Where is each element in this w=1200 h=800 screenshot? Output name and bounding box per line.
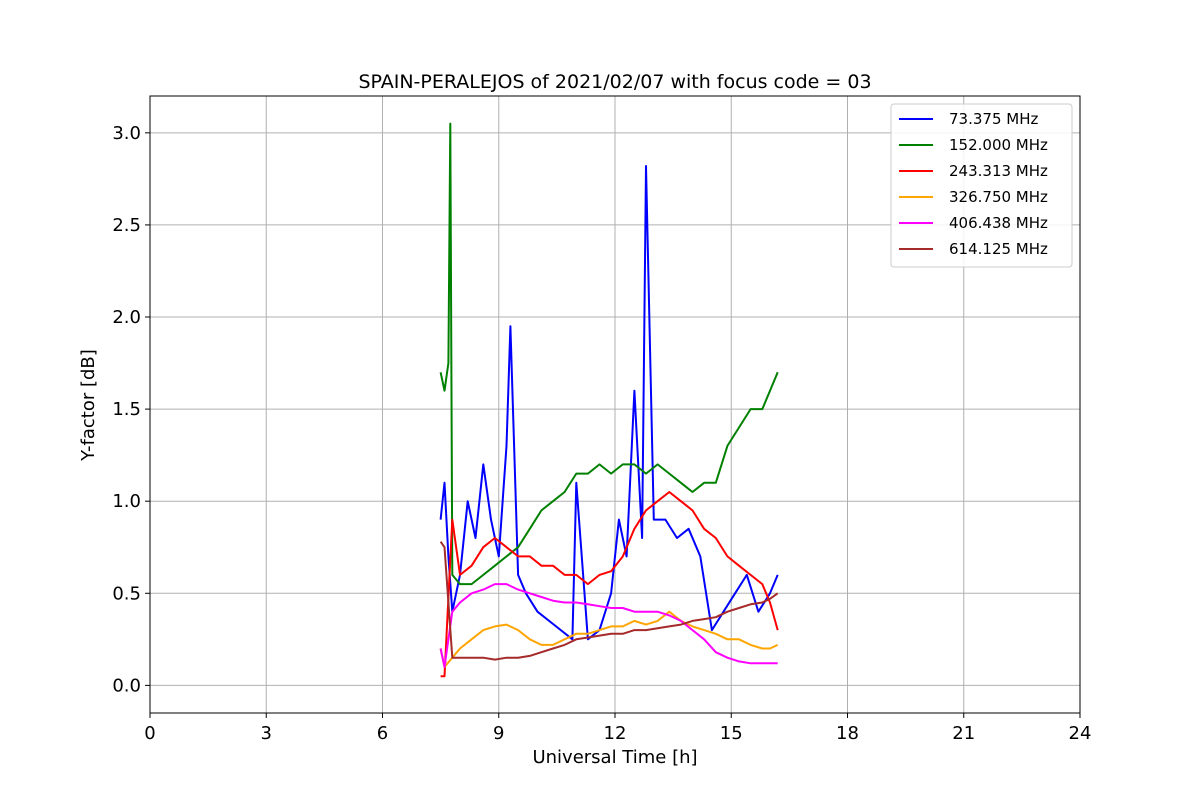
y-axis-label: Y-factor [dB]	[78, 349, 99, 462]
legend-box	[890, 103, 1073, 268]
series-line-3	[439, 610, 779, 668]
y-tick-label: 1.5	[112, 399, 141, 420]
x-tick-label: 12	[604, 723, 627, 744]
legend-label: 326.750 MHz	[949, 188, 1048, 206]
series-line-5	[439, 541, 779, 661]
x-tick-label: 24	[1069, 723, 1092, 744]
y-tick-label: 0.5	[112, 583, 141, 604]
legend-label: 152.000 MHz	[949, 136, 1048, 154]
x-tick-label: 3	[261, 723, 272, 744]
y-tick-label: 1.0	[112, 491, 141, 512]
x-tick-label: 0	[144, 723, 155, 744]
x-axis: 0 3 6 9 12 15 18 21 24	[144, 713, 1091, 744]
series-line-4	[439, 583, 778, 668]
legend: 73.375 MHz 152.000 MHz 243.313 MHz 326.750 …	[890, 103, 1073, 268]
y-tick-label: 2.0	[112, 307, 141, 328]
x-tick-label: 15	[720, 723, 743, 744]
series-line-1	[439, 122, 779, 586]
x-tick-label: 9	[493, 723, 504, 744]
series-layer	[439, 122, 779, 678]
x-tick-label: 18	[836, 723, 859, 744]
legend-label: 243.313 MHz	[949, 162, 1048, 180]
legend-label: 406.438 MHz	[949, 214, 1048, 232]
grid	[149, 96, 1081, 713]
y-tick-label: 3.0	[112, 123, 141, 144]
legend-label: 614.125 MHz	[949, 240, 1048, 258]
legend-label: 73.375 MHz	[949, 110, 1038, 128]
x-tick-label: 6	[377, 723, 388, 744]
x-axis-label: Universal Time [h]	[532, 747, 697, 768]
y-tick-label: 2.5	[112, 215, 141, 236]
y-tick-label: 0.0	[112, 675, 141, 696]
series-line-0	[439, 165, 779, 641]
chart-title: SPAIN-PERALEJOS of 2021/02/07 with focus…	[358, 71, 871, 93]
series-line-2	[440, 491, 779, 678]
y-axis: 0.0 0.5 1.0 1.5 2.0 2.5 3.0	[112, 123, 150, 696]
x-tick-label: 21	[952, 723, 975, 744]
